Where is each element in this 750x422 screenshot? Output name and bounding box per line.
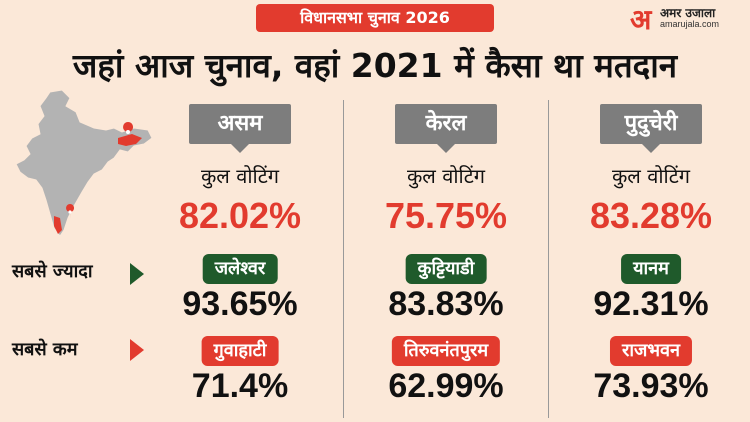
state-column-kerala: केरल कुल वोटिंग 75.75% कुट्टियाडी 83.83%… xyxy=(346,104,546,420)
logo-url: amarujala.com xyxy=(660,19,720,29)
lowest-constituency: गुवाहाटी xyxy=(201,336,279,366)
highest-row-label: सबसे ज्यादा xyxy=(12,261,93,282)
lowest-turnout: 62.99% xyxy=(388,367,504,405)
amar-ujala-logo[interactable]: अ अमर उजाला amarujala.com xyxy=(630,2,742,36)
location-pin-icon xyxy=(66,204,75,219)
headline: जहां आज चुनाव, वहां 2021 में कैसा था मतद… xyxy=(72,46,678,85)
logo-name: अमर उजाला xyxy=(660,6,716,20)
state-name: केरल xyxy=(395,104,497,144)
total-voting-value: 83.28% xyxy=(589,195,713,236)
total-voting-label: कुल वोटिंग xyxy=(611,164,691,188)
highest-constituency: कुट्टियाडी xyxy=(405,254,487,284)
state-column-puducherry: पुदुचेरी कुल वोटिंग 83.28% यानम 92.31% र… xyxy=(551,104,750,420)
india-outline xyxy=(15,89,153,237)
location-pin-icon xyxy=(123,122,134,140)
lowest-turnout: 71.4% xyxy=(191,367,289,405)
highest-constituency: यानम xyxy=(621,254,681,284)
lowest-constituency: तिरुवनंतपुरम xyxy=(391,336,501,366)
column-divider xyxy=(343,100,344,418)
total-voting-value: 75.75% xyxy=(384,195,508,236)
column-divider xyxy=(548,100,549,418)
kerala-highlight xyxy=(54,216,62,234)
state-name: पुदुचेरी xyxy=(600,104,702,144)
state-name: असम xyxy=(189,104,291,144)
highest-turnout: 92.31% xyxy=(593,285,709,323)
total-voting-label: कुल वोटिंग xyxy=(200,164,280,188)
highest-turnout: 93.65% xyxy=(182,285,298,323)
state-column-assam: असम कुल वोटिंग 82.02% जलेश्वर 93.65% गुव… xyxy=(140,104,340,420)
total-voting-value: 82.02% xyxy=(178,195,302,236)
lowest-row-label: सबसे कम xyxy=(12,339,78,360)
highest-constituency: जलेश्वर xyxy=(202,254,278,284)
lowest-constituency: राजभवन xyxy=(609,336,693,366)
assam-highlight xyxy=(118,134,142,146)
lowest-turnout: 73.93% xyxy=(593,367,709,405)
logo-mark: अ xyxy=(630,3,652,36)
india-map-icon xyxy=(15,89,153,237)
highest-arrow-icon xyxy=(130,263,144,285)
election-badge: विधानसभा चुनाव 2026 xyxy=(256,4,494,32)
highest-turnout: 83.83% xyxy=(388,285,504,323)
total-voting-label: कुल वोटिंग xyxy=(406,164,486,188)
lowest-arrow-icon xyxy=(130,339,144,361)
